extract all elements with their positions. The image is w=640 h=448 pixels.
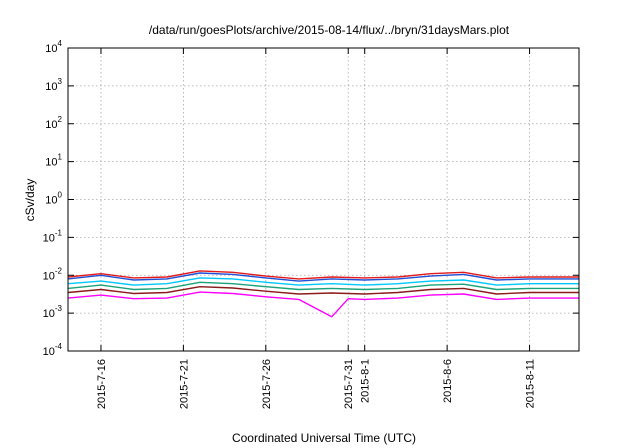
y-tick-label: 104 <box>45 39 62 55</box>
chart-title: /data/run/goesPlots/archive/2015-08-14/f… <box>149 23 510 37</box>
y-tick-base: 10 <box>45 157 57 169</box>
y-tick-base: 10 <box>45 195 57 207</box>
y-tick-label: 10-1 <box>43 228 63 244</box>
y-tick-label: 10-2 <box>43 266 63 282</box>
y-tick-exponent: -1 <box>55 228 63 237</box>
series-line-1 <box>67 272 579 282</box>
y-tick-base: 10 <box>43 270 55 282</box>
x-tick-label: 2015-8-1 <box>360 359 372 403</box>
y-tick-base: 10 <box>45 119 57 131</box>
y-tick-exponent: 3 <box>58 77 63 86</box>
series-line-2 <box>67 277 579 286</box>
series-line-5 <box>67 291 579 318</box>
y-tick-exponent: 0 <box>58 191 63 200</box>
y-tick-exponent: 2 <box>58 115 63 124</box>
y-tick-base: 10 <box>43 346 55 358</box>
x-tick-label: 2015-7-16 <box>96 359 108 409</box>
y-tick-label: 10-3 <box>43 304 63 320</box>
y-axis-title: cSv/day <box>23 179 37 222</box>
x-tick-label: 2015-8-11 <box>525 359 537 408</box>
y-tick-exponent: 1 <box>58 153 63 162</box>
x-tick-label: 2015-7-26 <box>261 359 273 409</box>
y-tick-label: 103 <box>45 77 62 93</box>
y-tick-exponent: -3 <box>55 304 63 313</box>
x-axis-title: Coordinated Universal Time (UTC) <box>232 431 416 445</box>
y-tick-base: 10 <box>43 232 55 244</box>
y-tick-exponent: -2 <box>55 266 63 275</box>
y-tick-label: 101 <box>45 153 62 169</box>
x-tick-label: 2015-7-21 <box>178 359 190 409</box>
y-tick-label: 102 <box>45 115 62 131</box>
y-tick-base: 10 <box>43 308 55 320</box>
x-tick-label: 2015-8-6 <box>442 359 454 403</box>
y-tick-base: 10 <box>45 43 57 55</box>
series-line-4 <box>67 286 579 295</box>
y-tick-base: 10 <box>45 81 57 93</box>
series-line-3 <box>67 281 579 291</box>
y-tick-label: 100 <box>45 191 62 207</box>
series-group <box>67 270 579 318</box>
x-axis: 2015-7-16 2015-7-21 2015-7-26 2015-7-31 2015… <box>96 48 537 409</box>
grid-lines <box>68 48 579 351</box>
y-tick-label: 10-4 <box>43 342 63 358</box>
y-tick-exponent: -4 <box>55 342 63 351</box>
x-tick-label: 2015-7-31 <box>343 359 355 409</box>
y-tick-exponent: 4 <box>58 39 63 48</box>
series-line-0 <box>67 270 579 280</box>
